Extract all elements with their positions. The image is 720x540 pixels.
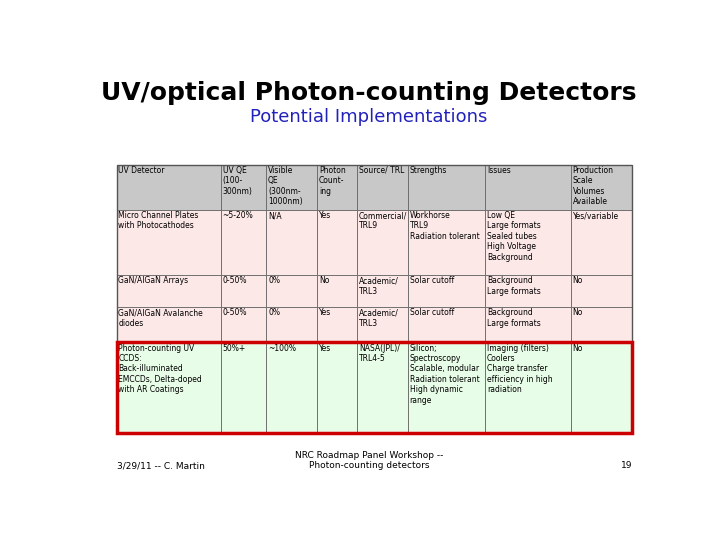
Bar xyxy=(221,275,266,307)
Text: Potential Implementations: Potential Implementations xyxy=(251,109,487,126)
Bar xyxy=(266,307,317,342)
Text: 3/29/11 -- C. Martin: 3/29/11 -- C. Martin xyxy=(117,461,204,470)
Bar xyxy=(485,165,571,210)
Bar xyxy=(317,307,357,342)
Bar xyxy=(485,307,571,342)
Text: 0%: 0% xyxy=(268,308,280,318)
Text: 0%: 0% xyxy=(268,276,280,286)
Bar xyxy=(117,165,221,210)
Text: Yes/variable: Yes/variable xyxy=(572,211,618,220)
Text: No: No xyxy=(319,276,329,286)
Bar xyxy=(485,210,571,275)
Text: Silicon;
Spectroscopy
Scalable, modular
Radiation tolerant
High dynamic
range: Silicon; Spectroscopy Scalable, modular … xyxy=(410,343,480,404)
Bar xyxy=(357,307,408,342)
Bar xyxy=(117,342,632,433)
Text: Source/ TRL: Source/ TRL xyxy=(359,166,404,175)
Bar xyxy=(571,210,632,275)
Text: Yes: Yes xyxy=(319,211,331,220)
Text: Solar cutoff: Solar cutoff xyxy=(410,276,454,286)
Bar xyxy=(117,275,221,307)
Text: Production
Scale
Volumes
Available: Production Scale Volumes Available xyxy=(572,166,613,206)
Text: Yes: Yes xyxy=(319,308,331,318)
Text: Photon
Count-
ing: Photon Count- ing xyxy=(319,166,346,195)
Text: N/A: N/A xyxy=(268,211,282,220)
Bar xyxy=(485,275,571,307)
Text: NRC Roadmap Panel Workshop --
Photon-counting detectors: NRC Roadmap Panel Workshop -- Photon-cou… xyxy=(294,451,444,470)
Text: No: No xyxy=(572,276,583,286)
Bar xyxy=(357,165,408,210)
Text: 0-50%: 0-50% xyxy=(222,276,247,286)
Bar xyxy=(357,275,408,307)
Text: Background
Large formats: Background Large formats xyxy=(487,308,541,328)
Text: 19: 19 xyxy=(621,461,632,470)
Bar xyxy=(317,342,357,433)
Text: Visible
QE
(300nm-
1000nm): Visible QE (300nm- 1000nm) xyxy=(268,166,302,206)
Bar xyxy=(408,275,485,307)
Bar xyxy=(571,275,632,307)
Text: Background
Large formats: Background Large formats xyxy=(487,276,541,296)
Bar xyxy=(357,210,408,275)
Bar xyxy=(266,165,317,210)
Bar xyxy=(221,165,266,210)
Bar xyxy=(221,342,266,433)
Text: GaN/AlGaN Arrays: GaN/AlGaN Arrays xyxy=(119,276,189,286)
Text: NASA(JPL)/
TRL4-5: NASA(JPL)/ TRL4-5 xyxy=(359,343,400,363)
Text: Yes: Yes xyxy=(319,343,331,353)
Text: No: No xyxy=(572,308,583,318)
Bar xyxy=(408,307,485,342)
Bar xyxy=(221,210,266,275)
Bar xyxy=(408,210,485,275)
Text: 50%+: 50%+ xyxy=(222,343,246,353)
Bar xyxy=(408,165,485,210)
Text: GaN/AlGaN Avalanche
diodes: GaN/AlGaN Avalanche diodes xyxy=(119,308,203,328)
Bar xyxy=(266,275,317,307)
Bar xyxy=(317,275,357,307)
Bar xyxy=(571,165,632,210)
Text: No: No xyxy=(572,343,583,353)
Text: Solar cutoff: Solar cutoff xyxy=(410,308,454,318)
Bar xyxy=(117,210,221,275)
Bar xyxy=(117,307,221,342)
Bar xyxy=(266,210,317,275)
Bar xyxy=(117,342,221,433)
Text: Workhorse
TRL9
Radiation tolerant: Workhorse TRL9 Radiation tolerant xyxy=(410,211,480,241)
Text: Imaging (filters)
Coolers
Charge transfer
efficiency in high
radiation: Imaging (filters) Coolers Charge transfe… xyxy=(487,343,553,394)
Bar xyxy=(317,210,357,275)
Bar xyxy=(408,342,485,433)
Bar xyxy=(357,342,408,433)
Bar xyxy=(117,165,632,433)
Text: Micro Channel Plates
with Photocathodes: Micro Channel Plates with Photocathodes xyxy=(119,211,199,231)
Text: Issues: Issues xyxy=(487,166,511,175)
Bar xyxy=(571,307,632,342)
Text: Photon-counting UV
CCDS:
Back-illuminated
EMCCDs, Delta-doped
with AR Coatings: Photon-counting UV CCDS: Back-illuminate… xyxy=(119,343,202,394)
Text: Strengths: Strengths xyxy=(410,166,447,175)
Text: Commercial/
TRL9: Commercial/ TRL9 xyxy=(359,211,408,231)
Text: Low QE
Large formats
Sealed tubes
High Voltage
Background: Low QE Large formats Sealed tubes High V… xyxy=(487,211,541,262)
Text: UV QE
(100-
300nm): UV QE (100- 300nm) xyxy=(222,166,253,195)
Bar xyxy=(221,307,266,342)
Bar xyxy=(266,342,317,433)
Bar xyxy=(317,165,357,210)
Text: ~5-20%: ~5-20% xyxy=(222,211,253,220)
Bar xyxy=(571,342,632,433)
Text: Academic/
TRL3: Academic/ TRL3 xyxy=(359,308,399,328)
Bar xyxy=(485,342,571,433)
Text: 0-50%: 0-50% xyxy=(222,308,247,318)
Text: ~100%: ~100% xyxy=(268,343,296,353)
Text: UV/optical Photon-counting Detectors: UV/optical Photon-counting Detectors xyxy=(102,82,636,105)
Text: Academic/
TRL3: Academic/ TRL3 xyxy=(359,276,399,296)
Text: UV Detector: UV Detector xyxy=(119,166,165,175)
